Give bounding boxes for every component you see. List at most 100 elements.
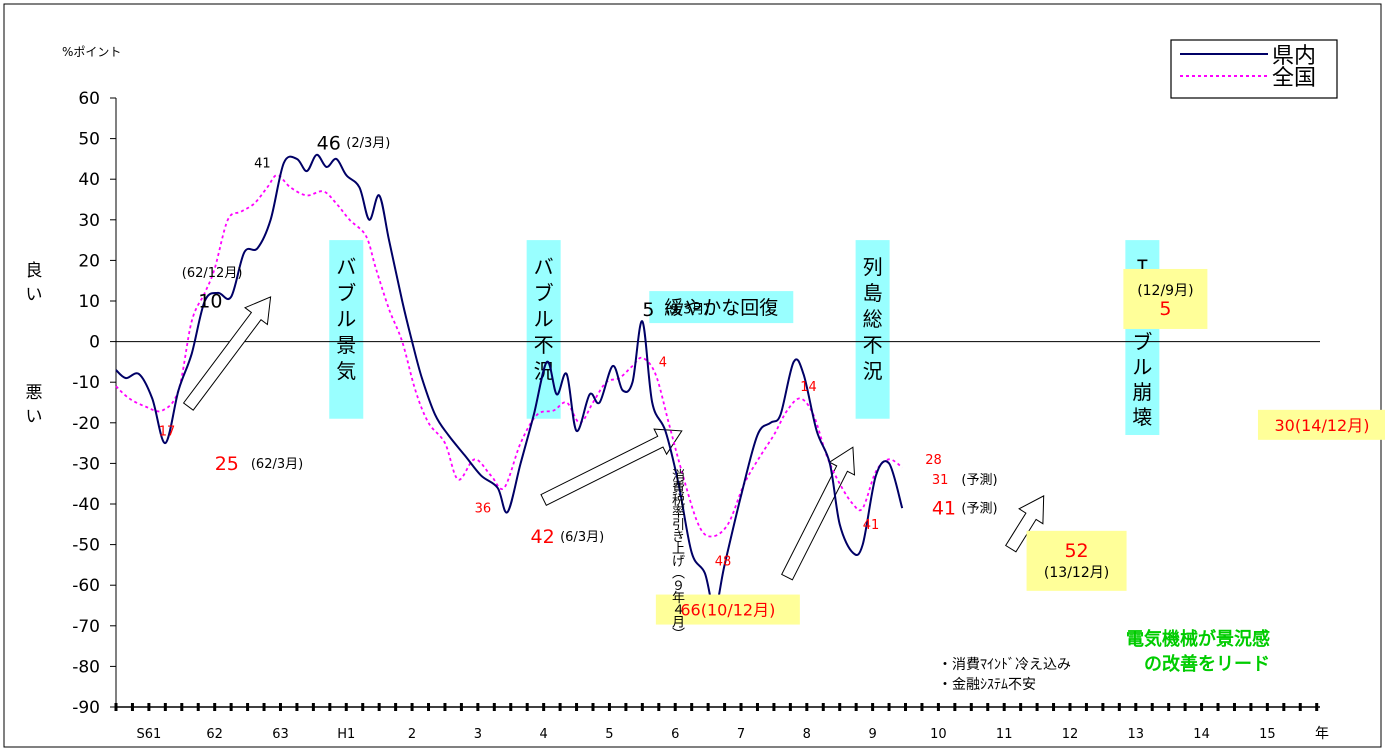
x-tick	[739, 703, 743, 711]
x-tick	[805, 703, 809, 711]
x-tick-label: 8	[803, 727, 811, 742]
series-line-prefecture	[115, 153, 904, 611]
x-tick	[278, 703, 282, 711]
x-tick	[657, 703, 661, 711]
legend-box	[1170, 39, 1338, 99]
annotation-text: (9/3月)	[665, 303, 709, 318]
y-tick-label: 30	[78, 211, 100, 231]
x-tick-label: 63	[272, 727, 289, 742]
x-tick-label: 9	[868, 727, 876, 742]
annotation-text: 5	[642, 299, 654, 321]
annotation-text: (2/3月)	[346, 136, 390, 151]
x-tick	[246, 703, 250, 711]
period-box-char: 況	[863, 359, 883, 383]
x-tick	[624, 703, 628, 711]
trend-arrow	[781, 446, 856, 581]
y-unit-label: %ポイント	[62, 45, 121, 59]
x-tick	[969, 703, 973, 711]
x-tick	[344, 703, 348, 711]
callout-text: 5	[1159, 298, 1171, 320]
x-tick	[459, 703, 463, 711]
period-box-char: 気	[336, 359, 356, 383]
legend-label: 全国	[1272, 66, 1316, 91]
x-tick	[690, 703, 694, 711]
callout-text: (12/9月)	[1137, 283, 1193, 299]
annotation-text: 14	[800, 380, 817, 395]
x-tick	[295, 703, 299, 711]
vertical-note-char: げ	[672, 554, 685, 569]
x-tick	[525, 703, 529, 711]
period-box-char: 列	[863, 255, 883, 279]
x-tick-label: 5	[605, 727, 613, 742]
x-tick	[755, 703, 759, 711]
x-tick	[920, 703, 924, 711]
y-tick-label: 60	[78, 89, 100, 109]
annotation-text: 41	[932, 498, 956, 520]
annotation-text: (62/12月)	[182, 266, 243, 281]
vertical-note-char: 引	[672, 518, 685, 533]
annotation-text: 46	[317, 132, 341, 154]
y-tick-label: -30	[72, 454, 100, 474]
x-tick	[706, 703, 710, 711]
vertical-note-char: 上	[672, 542, 685, 557]
x-tick	[1117, 703, 1121, 711]
annotation-text: 28	[925, 453, 942, 468]
x-tick	[1265, 703, 1269, 711]
x-tick-label: 6	[671, 727, 679, 742]
x-tick-label: 4	[540, 727, 548, 742]
vertical-note-char: き	[672, 530, 685, 545]
trend-arrow	[182, 296, 272, 411]
x-tick	[1068, 703, 1072, 711]
bad-label-char: 悪	[26, 383, 43, 403]
x-tick	[163, 703, 167, 711]
period-box-char: 不	[534, 333, 554, 357]
x-tick	[492, 703, 496, 711]
x-tick	[1183, 703, 1187, 711]
x-tick	[509, 703, 513, 711]
x-tick	[130, 703, 134, 711]
x-tick	[953, 703, 957, 711]
good-label-char: い	[26, 285, 43, 305]
period-box-char: ル	[1132, 355, 1152, 379]
callout-text: 66(10/12月)	[680, 601, 775, 620]
bullet-note: ・金融ｼｽﾃﾑ不安	[938, 677, 1036, 693]
x-tick	[1298, 703, 1302, 711]
period-box-char: 島	[863, 281, 883, 305]
x-tick	[673, 703, 677, 711]
period-box-char: 崩	[1132, 380, 1152, 404]
x-tick	[640, 703, 644, 711]
period-box-char: バ	[534, 255, 554, 279]
x-tick	[114, 703, 118, 711]
bad-label-char: い	[26, 407, 43, 427]
callout-bg	[1257, 409, 1385, 440]
x-tick	[410, 703, 414, 711]
x-tick	[229, 703, 233, 711]
x-tick-label: 3	[474, 727, 482, 742]
x-tick	[871, 703, 875, 711]
y-tick-label: -60	[72, 576, 100, 596]
annotation-text: (予測)	[961, 502, 997, 517]
period-box	[855, 240, 890, 419]
x-tick	[1134, 703, 1138, 711]
x-tick	[427, 703, 431, 711]
x-tick	[575, 703, 579, 711]
x-tick	[1035, 703, 1039, 711]
x-tick	[558, 703, 562, 711]
callout-text: 30(14/12月)	[1274, 416, 1369, 435]
vertical-note-char: 年	[672, 591, 685, 606]
x-tick	[1216, 703, 1220, 711]
x-tick	[1002, 703, 1006, 711]
annotation-text: (予測)	[961, 473, 997, 488]
x-tick-label: 2	[408, 727, 416, 742]
trend-arrow	[540, 428, 683, 506]
x-tick-label: 14	[1193, 727, 1210, 742]
annotation-text: (62/3月)	[251, 457, 303, 472]
period-box-char: 景	[336, 333, 356, 357]
y-tick-label: -80	[72, 657, 100, 677]
x-tick	[394, 703, 398, 711]
x-tick	[607, 703, 611, 711]
x-tick	[986, 703, 990, 711]
x-tick	[1084, 703, 1088, 711]
